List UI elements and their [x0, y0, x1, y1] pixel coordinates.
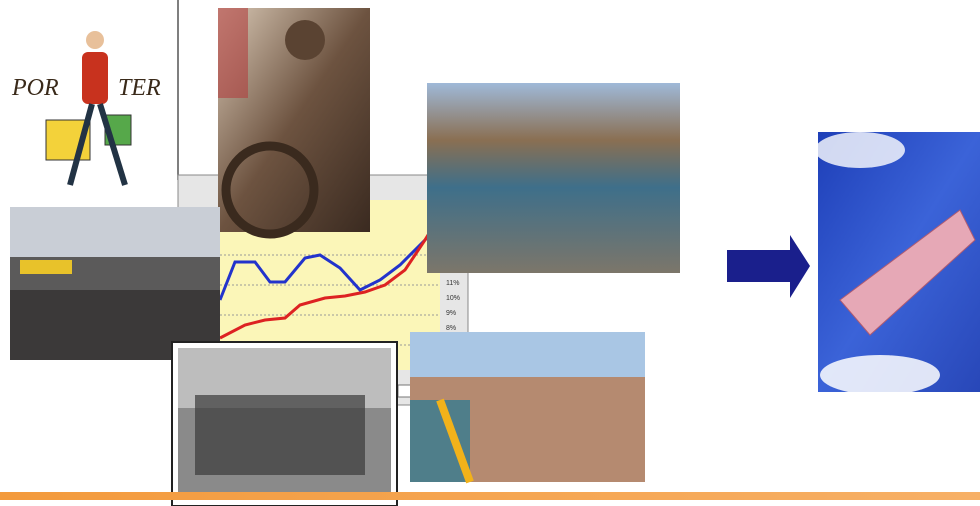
crowd-sky: [10, 207, 220, 257]
chart-tick-label: 11%: [446, 280, 460, 287]
statue-head: [285, 20, 325, 60]
logo-text-right: TER: [118, 75, 161, 101]
footer-bar: [0, 492, 980, 500]
harbor-photo: [427, 83, 680, 273]
port-sky: [410, 332, 645, 377]
port-water: [410, 400, 470, 482]
flag: [218, 8, 248, 98]
arrow: [727, 235, 810, 298]
porter-logo: POR TER: [0, 0, 178, 190]
porter-head: [86, 31, 104, 49]
old-photo: [172, 342, 397, 506]
chart-tick-label: 10%: [446, 295, 460, 302]
slide: POR TER 11%10%9%8%7%6%: [0, 0, 980, 506]
chart-tick-label: 8%: [446, 325, 456, 332]
crowd-sign: [20, 260, 72, 274]
old-photo-people: [195, 395, 365, 475]
cloud: [815, 132, 905, 168]
port-crowd-photo: [410, 332, 645, 482]
statue-photo: [218, 8, 370, 234]
crowd-photo: [10, 207, 220, 360]
chart-tick-label: 9%: [446, 310, 456, 317]
cloud: [820, 355, 940, 395]
money-sky-image: [815, 132, 980, 395]
porter-body: [82, 52, 108, 104]
logo-text-left: POR: [11, 75, 59, 101]
